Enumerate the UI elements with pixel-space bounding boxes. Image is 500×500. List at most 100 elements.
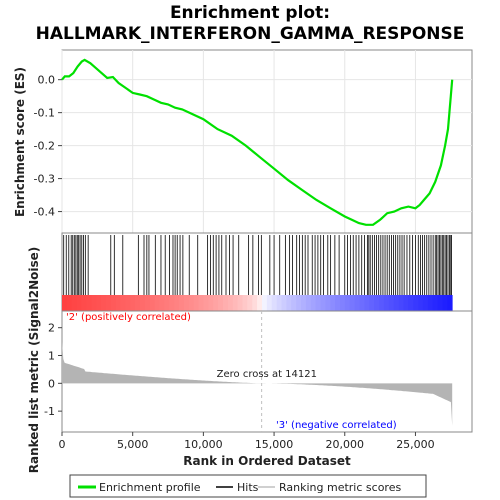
rank-color-segment: [398, 295, 404, 311]
rank-color-segment: [66, 295, 73, 311]
rank-color-segment: [442, 295, 448, 311]
rank-color-segment: [427, 295, 434, 311]
rank-color-segment: [432, 295, 438, 311]
x-tick-label: 10,000: [184, 438, 223, 451]
rank-color-segment: [447, 295, 453, 311]
enrichment-profile-line: [61, 58, 454, 226]
rank-color-segment: [408, 295, 414, 311]
rank-color-segment: [144, 295, 151, 311]
rank-color-segment: [305, 295, 312, 311]
es-tick-label: -0.2: [34, 140, 55, 153]
rank-color-segment: [174, 295, 180, 311]
legend-hits-label: Hits: [237, 481, 259, 494]
rank-color-segment: [96, 295, 102, 311]
metric-tick-label: 0: [48, 377, 55, 390]
rank-color-segment: [364, 295, 370, 311]
metric-tick-label: 2: [48, 322, 55, 335]
rank-color-segment: [232, 295, 238, 311]
rank-color-segment: [203, 295, 209, 311]
rank-color-segment: [159, 295, 165, 311]
rank-color-segment: [120, 295, 126, 311]
rank-color-segment: [71, 295, 78, 311]
rank-color-segment: [257, 295, 263, 311]
rank-color-segment: [110, 295, 117, 311]
legend: Enrichment profile Hits Ranking metric s…: [69, 474, 427, 498]
rank-color-segment: [135, 295, 141, 311]
rank-color-segment: [76, 295, 82, 311]
rank-color-segment: [379, 295, 385, 311]
x-tick-label: 0: [59, 438, 66, 451]
rank-color-segment: [125, 295, 131, 311]
x-tick-label: 25,000: [396, 438, 435, 451]
rank-color-segment: [164, 295, 170, 311]
rank-color-segment: [169, 295, 175, 311]
rank-color-segment: [227, 295, 234, 311]
positive-correlation-label: '2' (positively correlated): [66, 312, 191, 323]
rank-color-segment: [154, 295, 160, 311]
rank-color-segment: [315, 295, 321, 311]
rank-color-segment: [383, 295, 390, 311]
chart-title-line2: HALLMARK_INTERFERON_GAMMA_RESPONSE: [36, 24, 465, 44]
rank-color-segment: [271, 295, 278, 311]
rank-color-segment: [140, 295, 146, 311]
rank-color-segment: [413, 295, 419, 311]
rank-color-segment: [437, 295, 443, 311]
rank-color-segment: [335, 295, 341, 311]
metric-y-axis-label: Ranked list metric (Signal2Noise): [27, 247, 41, 474]
rank-color-segment: [91, 295, 97, 311]
rank-color-segment: [276, 295, 282, 311]
rank-color-segment: [281, 295, 287, 311]
rank-color-segment: [320, 295, 326, 311]
es-tick-label: -0.4: [34, 206, 55, 219]
rank-color-segment: [325, 295, 331, 311]
rank-color-segment: [418, 295, 424, 311]
x-tick-label: 5,000: [117, 438, 149, 451]
rank-color-segment: [301, 295, 307, 311]
rank-color-segment: [81, 295, 87, 311]
rank-color-segment: [198, 295, 204, 311]
rank-color-segment: [193, 295, 199, 311]
chart-title-line1: Enrichment plot:: [170, 3, 330, 23]
es-y-axis-label: Enrichment score (ES): [13, 67, 27, 217]
rank-color-segment: [149, 295, 156, 311]
rank-color-segment: [310, 295, 317, 311]
metric-panel: [61, 310, 473, 433]
rank-color-segment: [330, 295, 336, 311]
rank-color-segment: [388, 295, 395, 311]
rank-color-segment: [359, 295, 365, 311]
legend-profile-label: Enrichment profile: [99, 481, 201, 494]
rank-color-segment: [86, 295, 92, 311]
es-tick-label: -0.3: [34, 173, 55, 186]
rank-color-segment: [179, 295, 185, 311]
rank-color-segment: [222, 295, 229, 311]
es-panel: [61, 49, 473, 234]
x-tick-label: 15,000: [255, 438, 294, 451]
rank-color-segment: [286, 295, 292, 311]
rank-color-segment: [422, 295, 429, 311]
metric-tick-label: -1: [44, 405, 55, 418]
es-grid: [61, 50, 472, 233]
rank-color-segment: [218, 295, 224, 311]
hit-marks: [63, 235, 452, 295]
x-axis-label: Rank in Ordered Dataset: [183, 454, 351, 468]
metric-tick-label: 1: [48, 350, 55, 363]
rank-color-segment: [354, 295, 360, 311]
rank-color-segment: [252, 295, 258, 311]
rank-color-segment: [237, 295, 243, 311]
es-y-axis: 0.0 -0.1 -0.2 -0.3 -0.4: [34, 74, 62, 219]
rank-color-segment: [115, 295, 121, 311]
rank-color-segment: [403, 295, 409, 311]
x-tick-label: 20,000: [326, 438, 365, 451]
es-tick-label: 0.0: [38, 74, 56, 87]
rank-color-segment: [349, 295, 356, 311]
metric-y-axis: 2 1 0 -1: [44, 322, 62, 418]
rank-color-segment: [247, 295, 253, 311]
rank-color-segment: [374, 295, 380, 311]
rank-color-segment: [369, 295, 375, 311]
es-tick-label: -0.1: [34, 107, 55, 120]
zero-cross-label: Zero cross at 14121: [217, 369, 317, 380]
rank-color-segment: [105, 295, 112, 311]
legend-metric-label: Ranking metric scores: [279, 481, 401, 494]
rank-color-segment: [291, 295, 297, 311]
rank-color-segment: [62, 295, 68, 311]
